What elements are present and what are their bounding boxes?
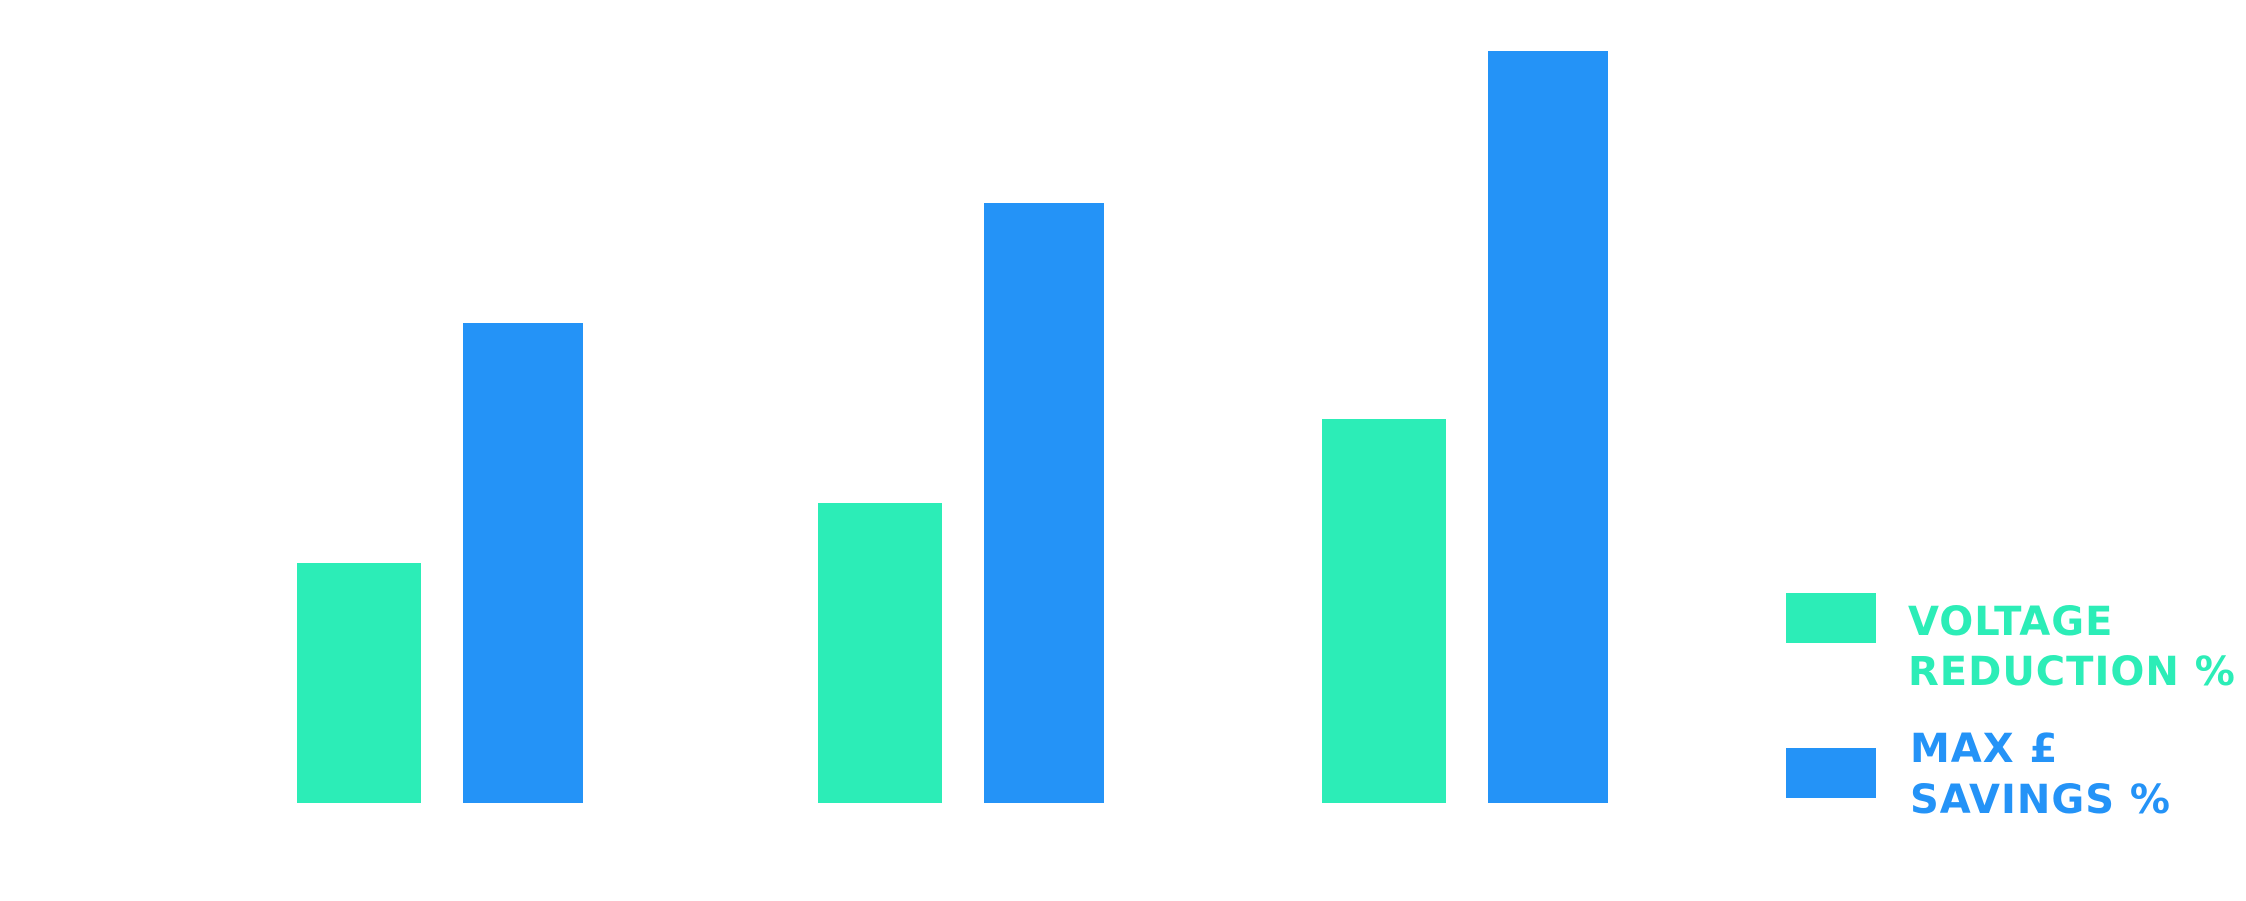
bars-layer bbox=[297, 51, 1608, 803]
bar-max-savings-group-2 bbox=[984, 203, 1104, 803]
bar-max-savings-group-3 bbox=[1488, 51, 1608, 803]
legend-swatch-max-savings bbox=[1786, 748, 1876, 798]
legend-swatch-voltage-reduction bbox=[1786, 593, 1876, 643]
bar-voltage-reduction-group-1 bbox=[297, 563, 421, 803]
bar-voltage-reduction-group-2 bbox=[818, 503, 942, 803]
bar-max-savings-group-1 bbox=[463, 323, 583, 803]
legend-item-max-savings: MAX £ SAVINGS % bbox=[1786, 726, 2171, 823]
legend-item-voltage-reduction: VOLTAGE REDUCTION % bbox=[1786, 593, 2236, 695]
bar-voltage-reduction-group-3 bbox=[1322, 419, 1446, 803]
legend: VOLTAGE REDUCTION % MAX £ SAVINGS % bbox=[1786, 593, 2236, 823]
legend-label-max-savings: MAX £ SAVINGS % bbox=[1910, 726, 2171, 823]
legend-label-voltage-reduction: VOLTAGE REDUCTION % bbox=[1908, 599, 2236, 695]
